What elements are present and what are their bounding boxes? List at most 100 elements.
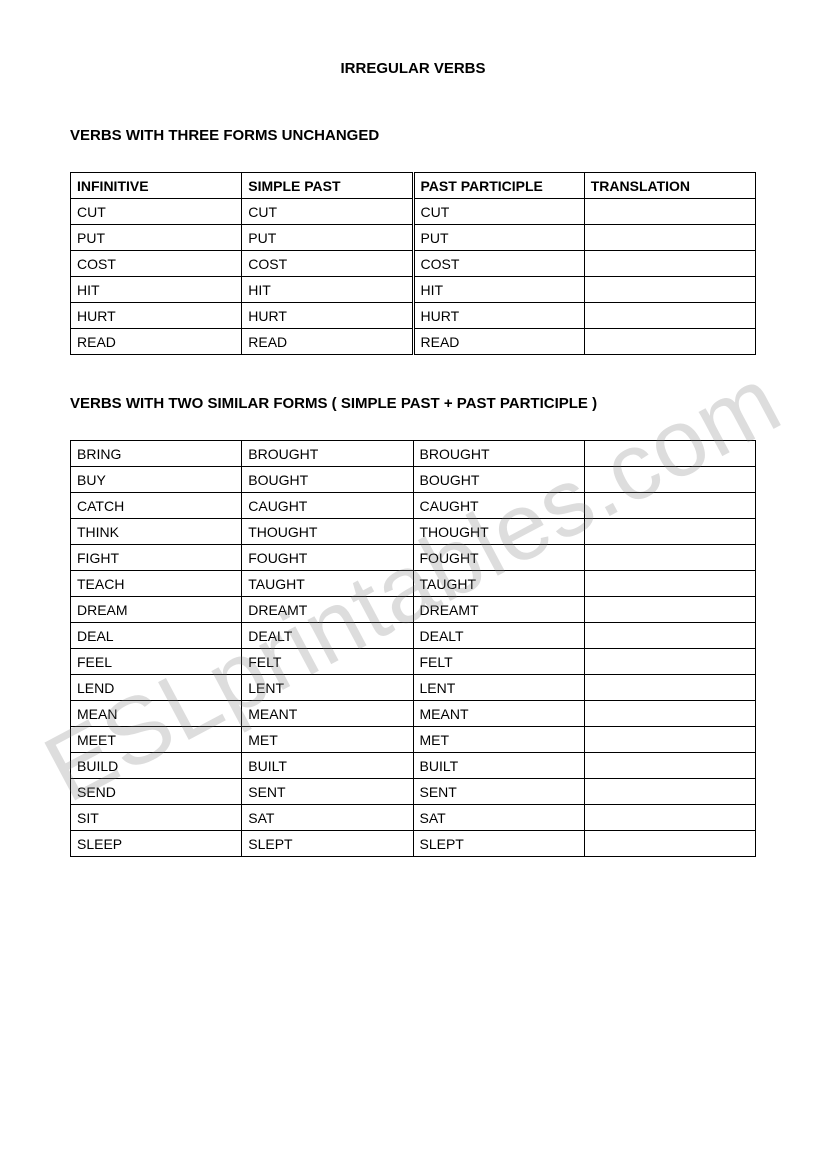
table-cell <box>584 701 755 727</box>
table-row: FIGHTFOUGHTFOUGHT <box>71 545 756 571</box>
table-cell: HURT <box>242 303 413 329</box>
table-row: PUTPUTPUT <box>71 225 756 251</box>
table-cell <box>584 623 755 649</box>
table-cell: BUILT <box>413 753 584 779</box>
table-cell: HIT <box>71 277 242 303</box>
table-row: TEACHTAUGHTTAUGHT <box>71 571 756 597</box>
table-row: FEELFELTFELT <box>71 649 756 675</box>
col-simple-past: SIMPLE PAST <box>242 173 413 199</box>
table-cell: FOUGHT <box>413 545 584 571</box>
table-row: DEALDEALTDEALT <box>71 623 756 649</box>
table-cell: SENT <box>242 779 413 805</box>
table-cell: LENT <box>413 675 584 701</box>
table-cell: SLEPT <box>413 831 584 857</box>
table-row: BUYBOUGHTBOUGHT <box>71 467 756 493</box>
table-cell: DREAM <box>71 597 242 623</box>
table-row: CUTCUTCUT <box>71 199 756 225</box>
table-cell: PUT <box>242 225 413 251</box>
table-row: BRINGBROUGHTBROUGHT <box>71 441 756 467</box>
table-cell <box>584 303 755 329</box>
table-cell <box>584 597 755 623</box>
table-cell: PUT <box>71 225 242 251</box>
table-cell: DEALT <box>242 623 413 649</box>
table-cell: TAUGHT <box>242 571 413 597</box>
table-cell: MEANT <box>413 701 584 727</box>
table-cell: DEAL <box>71 623 242 649</box>
table-cell: BUY <box>71 467 242 493</box>
table-cell: BROUGHT <box>242 441 413 467</box>
table-cell <box>584 831 755 857</box>
table-cell: SENT <box>413 779 584 805</box>
table-cell <box>584 805 755 831</box>
table-cell: BOUGHT <box>242 467 413 493</box>
table-cell <box>584 225 755 251</box>
table-cell: TEACH <box>71 571 242 597</box>
table-cell: PUT <box>413 225 584 251</box>
table-unchanged-forms: INFINITIVE SIMPLE PAST PAST PARTICIPLE T… <box>70 172 756 355</box>
table-row: DREAMDREAMTDREAMT <box>71 597 756 623</box>
table-row: BUILDBUILTBUILT <box>71 753 756 779</box>
table-cell: THOUGHT <box>242 519 413 545</box>
table-cell: BOUGHT <box>413 467 584 493</box>
table-cell <box>584 675 755 701</box>
table-row: SITSATSAT <box>71 805 756 831</box>
table-cell: BRING <box>71 441 242 467</box>
page-title: IRREGULAR VERBS <box>70 60 756 77</box>
table-cell <box>584 649 755 675</box>
table-cell: FELT <box>413 649 584 675</box>
table-cell: CATCH <box>71 493 242 519</box>
table-cell: CUT <box>413 199 584 225</box>
table-cell: READ <box>413 329 584 355</box>
table-row: SLEEPSLEPTSLEPT <box>71 831 756 857</box>
table-cell: SEND <box>71 779 242 805</box>
table-cell: MET <box>242 727 413 753</box>
table-cell <box>584 467 755 493</box>
table-cell: COST <box>71 251 242 277</box>
table-cell: HIT <box>242 277 413 303</box>
table-cell: MEET <box>71 727 242 753</box>
col-translation: TRANSLATION <box>584 173 755 199</box>
table-cell: MET <box>413 727 584 753</box>
table-cell: READ <box>242 329 413 355</box>
table-row: MEETMETMET <box>71 727 756 753</box>
table-row: HITHITHIT <box>71 277 756 303</box>
table1-body: CUTCUTCUTPUTPUTPUTCOSTCOSTCOSTHITHITHITH… <box>71 199 756 355</box>
table-cell <box>584 493 755 519</box>
table-cell <box>584 779 755 805</box>
table-row: HURTHURTHURT <box>71 303 756 329</box>
table-cell: LEND <box>71 675 242 701</box>
table-cell: CUT <box>71 199 242 225</box>
table-cell <box>584 545 755 571</box>
table-cell: DREAMT <box>242 597 413 623</box>
table-two-similar-forms: BRINGBROUGHTBROUGHTBUYBOUGHTBOUGHTCATCHC… <box>70 440 756 857</box>
table-cell: SLEPT <box>242 831 413 857</box>
table-cell: THOUGHT <box>413 519 584 545</box>
section2-title: VERBS WITH TWO SIMILAR FORMS ( SIMPLE PA… <box>70 395 756 412</box>
table-cell: BUILD <box>71 753 242 779</box>
table1-head: INFINITIVE SIMPLE PAST PAST PARTICIPLE T… <box>71 173 756 199</box>
table-cell <box>584 199 755 225</box>
table-row: THINKTHOUGHTTHOUGHT <box>71 519 756 545</box>
table-row: COSTCOSTCOST <box>71 251 756 277</box>
table-cell: HURT <box>71 303 242 329</box>
table-cell: DREAMT <box>413 597 584 623</box>
table-row: CATCHCAUGHTCAUGHT <box>71 493 756 519</box>
table-cell: BROUGHT <box>413 441 584 467</box>
col-infinitive: INFINITIVE <box>71 173 242 199</box>
section1-title: VERBS WITH THREE FORMS UNCHANGED <box>70 127 756 144</box>
table-cell <box>584 753 755 779</box>
table-cell: READ <box>71 329 242 355</box>
table-cell: FIGHT <box>71 545 242 571</box>
table-cell: MEAN <box>71 701 242 727</box>
table-row: MEANMEANTMEANT <box>71 701 756 727</box>
table-cell: HURT <box>413 303 584 329</box>
table-cell: FEEL <box>71 649 242 675</box>
table-cell: MEANT <box>242 701 413 727</box>
table-cell <box>584 727 755 753</box>
table-cell: FELT <box>242 649 413 675</box>
table-row: LENDLENTLENT <box>71 675 756 701</box>
table-cell: SLEEP <box>71 831 242 857</box>
table-cell: SAT <box>413 805 584 831</box>
table-cell <box>584 571 755 597</box>
table2-body: BRINGBROUGHTBROUGHTBUYBOUGHTBOUGHTCATCHC… <box>71 441 756 857</box>
